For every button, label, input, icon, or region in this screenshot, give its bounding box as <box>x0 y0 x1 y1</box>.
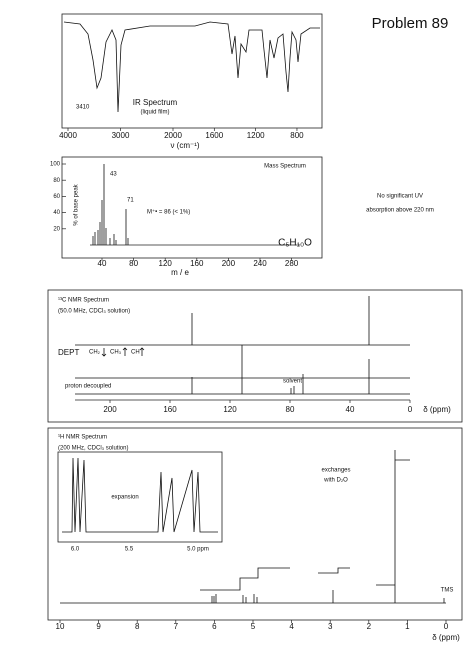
mass-peaks <box>92 164 129 245</box>
inset-tick: 6.0 <box>71 547 80 553</box>
decoupled-label: proton decoupled <box>65 384 111 390</box>
tick-label: 160 <box>190 259 204 268</box>
inset-tick: 5.5 <box>125 547 134 553</box>
mass-frame <box>61 156 323 259</box>
ir-xlabel: ν (cm⁻¹) <box>170 141 199 150</box>
formula: C₅H₁₀O <box>278 238 312 249</box>
dept-ch2: CH₂ <box>89 350 101 356</box>
title: Problem 89 <box>372 15 449 32</box>
tick-label: 3 <box>328 622 333 631</box>
tick-label: 0 <box>408 405 413 414</box>
mass-peak-label: 71 <box>127 198 134 204</box>
h1-title: ¹H NMR Spectrum <box>58 435 107 441</box>
tick-label: 160 <box>163 405 177 414</box>
h1-spectrum <box>60 450 446 604</box>
h1-xlabel: δ (ppm) <box>432 633 460 642</box>
tick-label: 2000 <box>164 131 182 140</box>
tick-label: 1 <box>405 622 410 631</box>
inset-frame <box>57 451 223 543</box>
tick-label: 1200 <box>247 131 265 140</box>
tick-label: 10 <box>56 622 65 631</box>
ir-frame <box>61 13 323 129</box>
tick-label: 9 <box>96 622 101 631</box>
dept-label: DEPT <box>58 348 79 357</box>
c13-frame <box>47 289 463 423</box>
ir-peak-label: 3410 <box>76 105 90 111</box>
tick-label: 20 <box>53 226 60 232</box>
tick-label: 1600 <box>205 131 223 140</box>
inset-tick: 5.0 ppm <box>187 547 209 553</box>
expansion-label: expansion <box>111 495 138 501</box>
tick-label: 3000 <box>112 131 130 140</box>
ir-note: (liquid film) <box>140 110 169 116</box>
mass-peak-label: 43 <box>110 172 117 178</box>
mass-ylabel: % of base peak <box>74 183 80 225</box>
tick-label: 4000 <box>59 131 77 140</box>
tms-label: TMS <box>441 588 454 594</box>
dept-ch3: CH₃ <box>110 350 122 356</box>
ir-title: IR Spectrum <box>133 98 178 107</box>
dept-ch: CH <box>131 350 140 356</box>
uv-line: absorption above 220 nm <box>366 208 434 214</box>
tick-label: 4 <box>289 622 294 631</box>
tick-label: 200 <box>103 405 117 414</box>
ir-axis: 4000 3000 2000 1600 1200 800 <box>59 128 304 140</box>
tick-label: 6 <box>212 622 217 631</box>
h1-axis: 10 9 8 7 6 5 4 3 2 1 0 <box>56 620 449 631</box>
mass-xlabel: m / e <box>171 268 189 277</box>
tick-label: 80 <box>129 259 138 268</box>
tick-label: 60 <box>53 194 60 200</box>
tick-label: 100 <box>50 162 61 168</box>
tick-label: 0 <box>444 622 449 631</box>
tick-label: 240 <box>253 259 267 268</box>
c13-note: (50.0 MHz, CDCl₃ solution) <box>58 309 130 315</box>
molecular-ion: M⁺• = 86 (< 1%) <box>147 209 190 216</box>
tick-label: 8 <box>135 622 140 631</box>
tick-label: 40 <box>346 405 355 414</box>
tick-label: 80 <box>286 405 295 414</box>
exchange-note: exchanges <box>321 468 350 474</box>
tick-label: 7 <box>174 622 179 631</box>
dept-arrows <box>101 347 145 357</box>
c13-title: ¹³C NMR Spectrum <box>58 298 109 304</box>
c13-axis: 200 160 120 80 40 0 <box>103 400 413 414</box>
mass-title: Mass Spectrum <box>264 164 306 170</box>
tick-label: 5 <box>251 622 256 631</box>
inset-spectrum <box>62 457 218 533</box>
tick-label: 800 <box>290 131 304 140</box>
tick-label: 280 <box>285 259 299 268</box>
h1-note: (200 MHz, CDCl₃ solution) <box>58 446 128 452</box>
tick-label: 200 <box>222 259 236 268</box>
c13-dept-spectrum <box>75 296 410 395</box>
exchange-note: with D₂O <box>323 478 348 484</box>
tick-label: 2 <box>367 622 372 631</box>
tick-label: 120 <box>223 405 237 414</box>
solvent-label: solvent <box>283 379 302 385</box>
tick-label: 80 <box>53 178 60 184</box>
tick-label: 40 <box>53 210 60 216</box>
c13-xlabel: δ (ppm) <box>423 405 451 414</box>
mass-axis: 40 80 120 160 200 240 280 100 80 60 40 20 <box>50 162 299 269</box>
uv-line: No significant UV <box>377 194 423 200</box>
ir-spectrum <box>63 21 320 113</box>
tick-label: 120 <box>159 259 173 268</box>
h1-frame <box>47 427 463 621</box>
tick-label: 40 <box>98 259 107 268</box>
